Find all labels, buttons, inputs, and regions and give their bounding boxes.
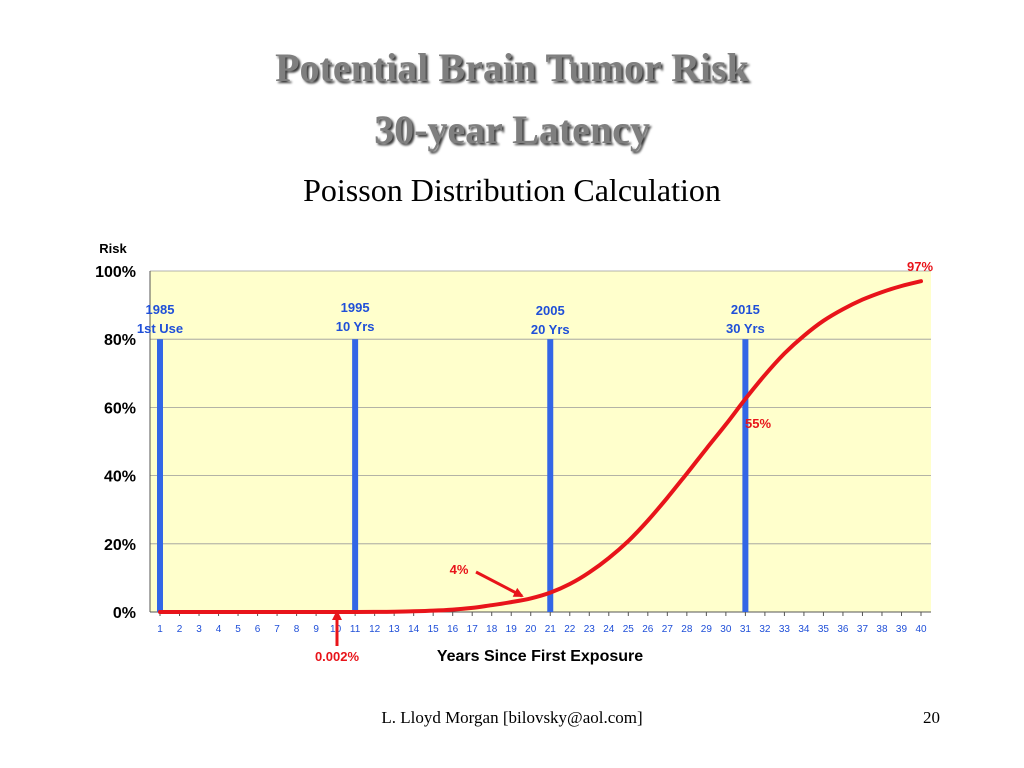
x-tick-label: 29 [701, 624, 713, 635]
x-tick-label: 34 [798, 624, 810, 635]
x-tick-label: 14 [408, 624, 420, 635]
x-tick-label: 4 [216, 624, 222, 635]
y-tick-label: 20% [104, 537, 136, 554]
x-tick-label: 35 [818, 624, 830, 635]
risk-curve-line [158, 279, 923, 614]
x-tick-label: 33 [779, 624, 791, 635]
y-tick-label: 100% [95, 264, 136, 281]
x-tick-label: 22 [564, 624, 576, 635]
y-tick-label: 60% [104, 400, 136, 417]
x-tick-label: 20 [525, 624, 537, 635]
x-tick-label: 7 [274, 624, 280, 635]
x-tick-label: 11 [350, 624, 361, 635]
x-tick-label: 40 [915, 624, 927, 635]
slide-title-line1: Potential Brain Tumor Risk [275, 45, 749, 90]
x-tick-label: 15 [428, 624, 440, 635]
x-tick-label: 17 [467, 624, 479, 635]
x-tick-label: 2 [177, 624, 183, 635]
x-tick-label: 28 [681, 624, 693, 635]
marker-period-label: 20 Yrs [531, 322, 570, 337]
x-tick-label: 23 [584, 624, 596, 635]
x-tick-label: 13 [389, 624, 401, 635]
annotation-label: 97% [907, 259, 933, 274]
x-tick-label: 19 [506, 624, 518, 635]
x-tick-label: 25 [623, 624, 635, 635]
y-tick-label: 40% [104, 469, 136, 486]
page-number: 20 [923, 708, 940, 727]
x-axis-title: Years Since First Exposure [437, 648, 643, 665]
x-tick-label: 39 [896, 624, 908, 635]
annotation-label: 4% [450, 562, 469, 577]
x-tick-label: 5 [235, 624, 241, 635]
x-tick-label: 16 [447, 624, 459, 635]
x-tick-label: 6 [255, 624, 261, 635]
x-tick-label: 37 [857, 624, 869, 635]
slide-title-line2: 30-year Latency [374, 107, 650, 152]
x-tick-label: 21 [545, 624, 557, 635]
footer-author: L. Lloyd Morgan [bilovsky@aol.com] [381, 708, 643, 727]
marker-year-label: 1985 [146, 302, 175, 317]
y-tick-label: 80% [104, 332, 136, 349]
y-axis-title: Risk [99, 241, 127, 256]
x-tick-label: 3 [196, 624, 202, 635]
x-tick-label: 8 [294, 624, 300, 635]
marker-period-label: 1st Use [137, 321, 183, 336]
x-tick-label: 32 [759, 624, 771, 635]
marker-year-label: 2005 [536, 303, 565, 318]
marker-year-label: 1995 [341, 300, 370, 315]
annotation-label: 55% [745, 416, 771, 431]
y-tick-label: 0% [113, 605, 136, 622]
annotation-label: 0.002% [315, 649, 360, 664]
x-tick-label: 27 [662, 624, 674, 635]
x-tick-label: 18 [486, 624, 498, 635]
plot-area [150, 271, 931, 612]
marker-year-label: 2015 [731, 302, 760, 317]
chart-subtitle: Poisson Distribution Calculation [303, 172, 721, 208]
marker-period-label: 10 Yrs [336, 319, 375, 334]
marker-period-label: 30 Yrs [726, 321, 765, 336]
x-tick-label: 9 [313, 624, 319, 635]
x-tick-label: 1 [157, 624, 163, 635]
x-tick-label: 38 [876, 624, 888, 635]
x-tick-label: 26 [642, 624, 654, 635]
x-tick-label: 36 [837, 624, 849, 635]
annotation-arrow [475, 570, 524, 598]
x-tick-label: 24 [603, 624, 615, 635]
x-tick-label: 31 [740, 624, 752, 635]
x-tick-label: 30 [720, 624, 732, 635]
x-tick-label: 12 [369, 624, 381, 635]
